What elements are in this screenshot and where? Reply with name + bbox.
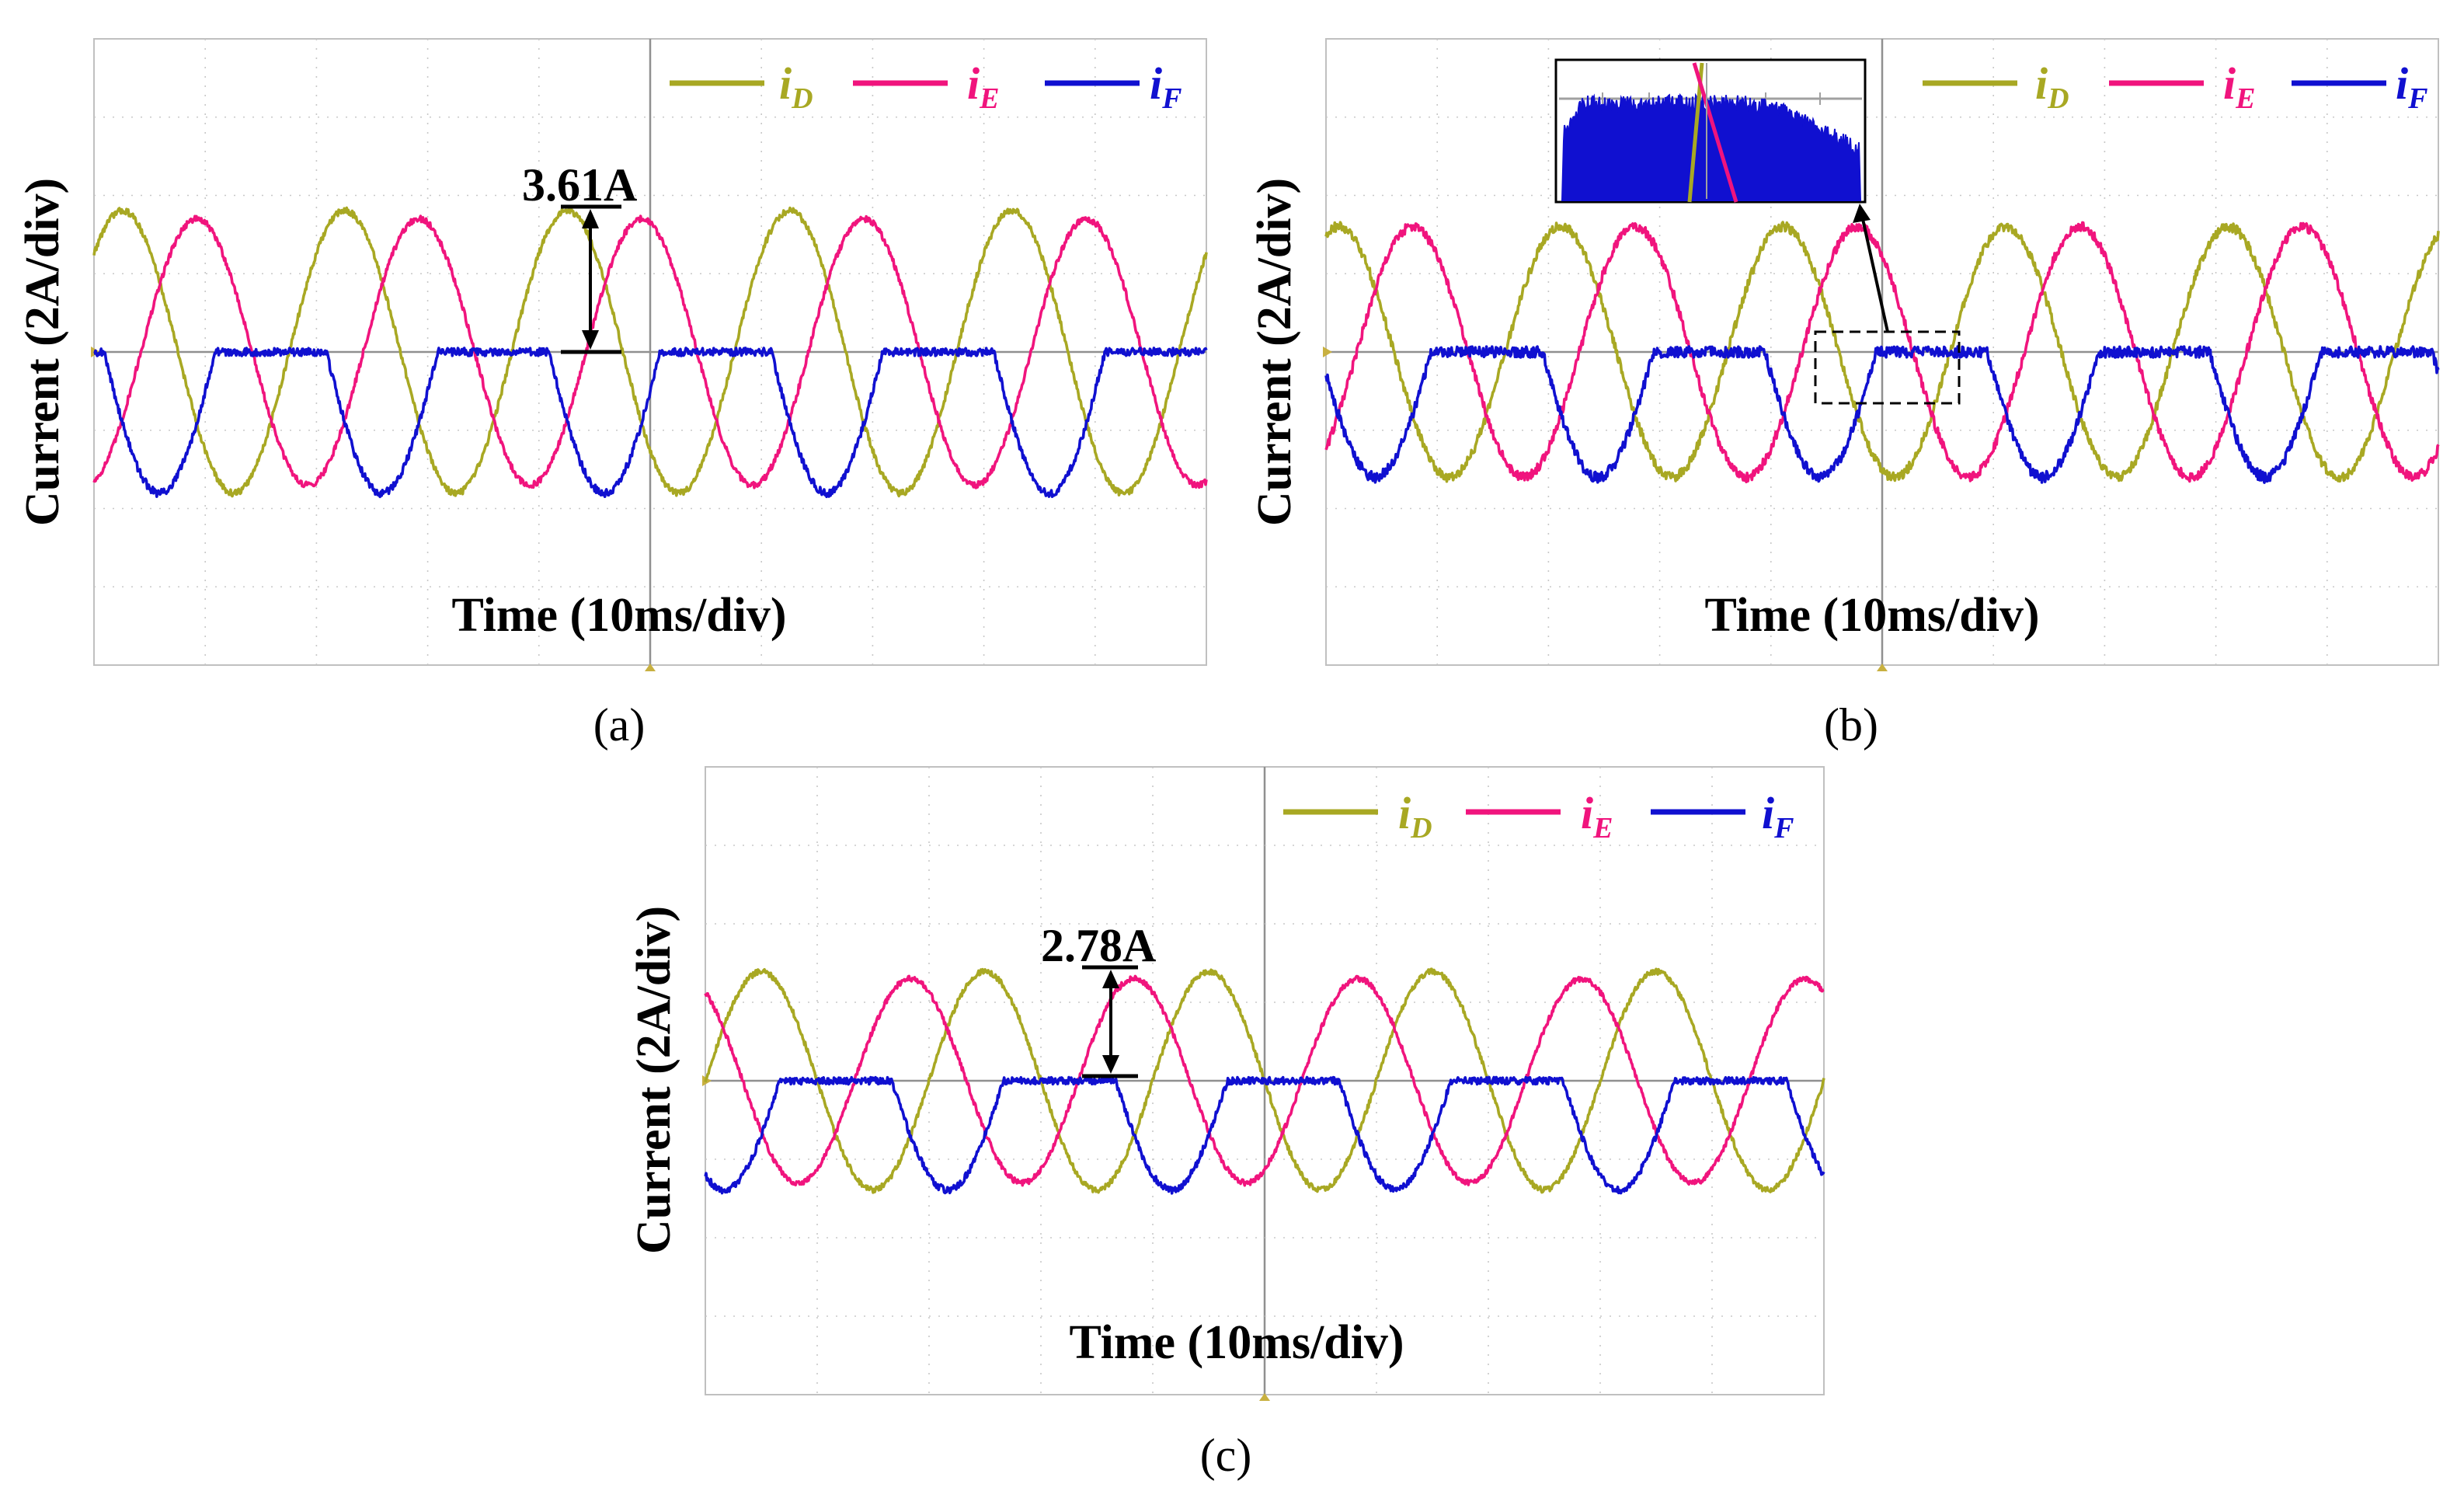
y-axis-label: Current (2A/div) bbox=[628, 906, 680, 1254]
zoom-pointer-arrowhead bbox=[1853, 204, 1871, 223]
trigger-marker bbox=[1877, 664, 1888, 671]
legend-label-id: iD bbox=[779, 58, 813, 115]
trace-iE bbox=[92, 214, 1208, 489]
legend-label-if: iF bbox=[2396, 58, 2427, 115]
legend-label-ie: iE bbox=[967, 58, 999, 115]
zoom-inset bbox=[1554, 58, 1961, 405]
legend-b: iD iE iF bbox=[1923, 58, 2427, 115]
trigger-marker bbox=[1259, 1393, 1270, 1401]
legend-symbol: i bbox=[2035, 58, 2048, 109]
legend-subscript: D bbox=[791, 82, 813, 115]
ground-marker bbox=[1323, 347, 1332, 357]
x-axis-label: Time (10ms/div) bbox=[451, 589, 786, 642]
legend-subscript: F bbox=[1773, 812, 1794, 845]
panel-c: iD iE iF 2.78A Current (2A/div) Time (10… bbox=[628, 766, 1825, 1481]
caption-b: (b) bbox=[1824, 699, 1878, 751]
legend-symbol: i bbox=[1398, 788, 1411, 838]
traces-c bbox=[704, 967, 1825, 1195]
annotation-value: 2.78A bbox=[1041, 920, 1156, 971]
caption-a: (a) bbox=[593, 699, 646, 751]
trace-iF bbox=[704, 1075, 1825, 1195]
trace-iE bbox=[1324, 221, 2440, 483]
x-axis-label: Time (10ms/div) bbox=[1069, 1316, 1404, 1369]
legend-label-ie: iE bbox=[1581, 788, 1613, 845]
panel-a: iD iE iF 3.61A Current (2A/div) Time (10… bbox=[16, 38, 1208, 751]
legend-symbol: i bbox=[1150, 58, 1162, 109]
trace-iD bbox=[92, 206, 1208, 498]
legend-c: iD iE iF bbox=[1283, 788, 1794, 845]
y-axis-label: Current (2A/div) bbox=[16, 178, 69, 526]
traces-a bbox=[92, 206, 1208, 499]
traces-b bbox=[1324, 221, 2440, 484]
trace-iF bbox=[93, 347, 1208, 499]
legend-subscript: F bbox=[2407, 82, 2427, 115]
annotation-arrowhead-down bbox=[1102, 1055, 1119, 1074]
legend-subscript: D bbox=[1410, 812, 1432, 845]
legend-symbol: i bbox=[2223, 58, 2236, 109]
legend-symbol: i bbox=[2396, 58, 2408, 109]
trace-iF bbox=[1324, 345, 2440, 484]
trace-iD bbox=[1324, 221, 2440, 483]
annotation-arrowhead-up bbox=[1102, 970, 1119, 988]
legend-label-if: iF bbox=[1150, 58, 1182, 115]
trigger-marker bbox=[645, 664, 656, 671]
inset-trace-iF bbox=[1561, 92, 1862, 201]
annotation-a: 3.61A bbox=[522, 159, 637, 354]
annotation-arrowhead-up bbox=[582, 209, 599, 228]
y-axis-label: Current (2A/div) bbox=[1248, 178, 1301, 526]
x-axis-label: Time (10ms/div) bbox=[1704, 589, 2039, 642]
legend-symbol: i bbox=[779, 58, 792, 109]
legend-label-if: iF bbox=[1762, 788, 1794, 845]
legend-a: iD iE iF bbox=[670, 58, 1182, 115]
legend-subscript: E bbox=[1592, 812, 1613, 845]
zoom-inset-contents bbox=[1559, 62, 1862, 203]
legend-symbol: i bbox=[967, 58, 980, 109]
annotation-value: 3.61A bbox=[522, 159, 637, 211]
caption-c: (c) bbox=[1200, 1430, 1252, 1481]
legend-label-ie: iE bbox=[2223, 58, 2255, 115]
legend-subscript: E bbox=[2235, 82, 2255, 115]
annotation-c: 2.78A bbox=[1041, 920, 1156, 1078]
legend-symbol: i bbox=[1581, 788, 1593, 838]
zoom-pointer-line bbox=[1861, 218, 1889, 333]
legend-subscript: E bbox=[979, 82, 999, 115]
annotation-arrowhead-down bbox=[582, 330, 599, 350]
legend-subscript: D bbox=[2047, 82, 2069, 115]
trace-iE bbox=[704, 974, 1825, 1187]
legend-subscript: F bbox=[1161, 82, 1182, 115]
inset-trace-iE bbox=[1692, 62, 1738, 203]
legend-label-id: iD bbox=[2035, 58, 2069, 115]
panel-b: iD iE iF Current (2A/div) Time (10ms/div… bbox=[1248, 38, 2440, 751]
legend-symbol: i bbox=[1762, 788, 1774, 838]
legend-label-id: iD bbox=[1398, 788, 1432, 845]
